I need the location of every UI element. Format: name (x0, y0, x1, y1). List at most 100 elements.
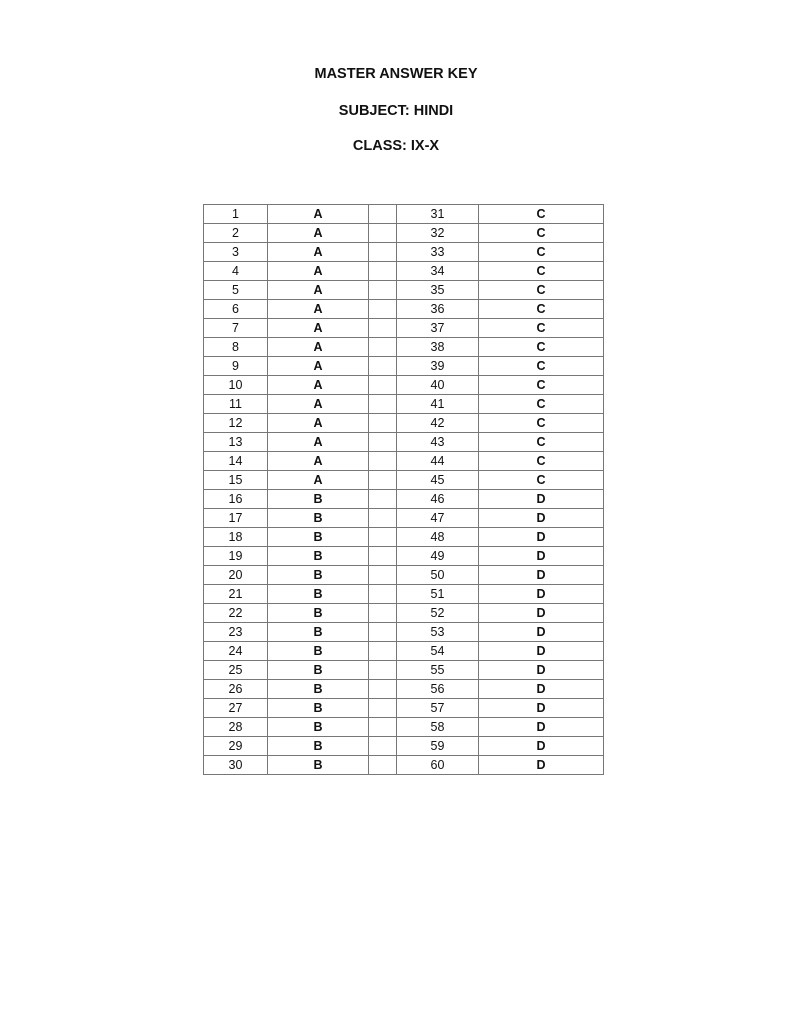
table-row: 9 A 39 C (203, 356, 604, 376)
spacer-cell (368, 698, 397, 718)
answer: C (478, 375, 604, 395)
answer: D (478, 755, 604, 775)
table-row: 6 A 36 C (203, 299, 604, 319)
question-number: 31 (396, 204, 479, 224)
spacer-cell (368, 242, 397, 262)
answer: A (267, 261, 369, 281)
answer: B (267, 603, 369, 623)
answer: B (267, 584, 369, 604)
question-number: 30 (203, 755, 268, 775)
question-number: 41 (396, 394, 479, 414)
question-number: 6 (203, 299, 268, 319)
table-row: 10 A 40 C (203, 375, 604, 395)
answer: A (267, 432, 369, 452)
spacer-cell (368, 356, 397, 376)
spacer-cell (368, 375, 397, 395)
question-number: 5 (203, 280, 268, 300)
question-number: 53 (396, 622, 479, 642)
answer: B (267, 660, 369, 680)
table-row: 12 A 42 C (203, 413, 604, 433)
spacer-cell (368, 603, 397, 623)
answer: C (478, 223, 604, 243)
question-number: 21 (203, 584, 268, 604)
question-number: 11 (203, 394, 268, 414)
answer: B (267, 622, 369, 642)
answer: B (267, 698, 369, 718)
answer: A (267, 413, 369, 433)
spacer-cell (368, 736, 397, 756)
answer: A (267, 394, 369, 414)
spacer-cell (368, 394, 397, 414)
table-row: 2 A 32 C (203, 223, 604, 243)
question-number: 29 (203, 736, 268, 756)
answer: A (267, 299, 369, 319)
spacer-cell (368, 622, 397, 642)
question-number: 18 (203, 527, 268, 547)
question-number: 23 (203, 622, 268, 642)
table-row: 1 A 31 C (203, 204, 604, 224)
spacer-cell (368, 261, 397, 281)
answer: C (478, 394, 604, 414)
table-row: 17 B 47 D (203, 508, 604, 528)
spacer-cell (368, 508, 397, 528)
question-number: 48 (396, 527, 479, 547)
question-number: 43 (396, 432, 479, 452)
answer: D (478, 527, 604, 547)
spacer-cell (368, 679, 397, 699)
spacer-cell (368, 299, 397, 319)
spacer-cell (368, 717, 397, 737)
answer: D (478, 489, 604, 509)
table-row: 29 B 59 D (203, 736, 604, 756)
question-number: 50 (396, 565, 479, 585)
question-number: 59 (396, 736, 479, 756)
question-number: 8 (203, 337, 268, 357)
question-number: 36 (396, 299, 479, 319)
question-number: 1 (203, 204, 268, 224)
table-row: 25 B 55 D (203, 660, 604, 680)
question-number: 4 (203, 261, 268, 281)
spacer-cell (368, 318, 397, 338)
question-number: 60 (396, 755, 479, 775)
table-row: 24 B 54 D (203, 641, 604, 661)
answer: D (478, 641, 604, 661)
table-row: 4 A 34 C (203, 261, 604, 281)
answer: B (267, 755, 369, 775)
question-number: 3 (203, 242, 268, 262)
spacer-cell (368, 470, 397, 490)
answer: B (267, 565, 369, 585)
table-row: 13 A 43 C (203, 432, 604, 452)
answer: A (267, 204, 369, 224)
question-number: 45 (396, 470, 479, 490)
answer: B (267, 736, 369, 756)
table-row: 21 B 51 D (203, 584, 604, 604)
question-number: 34 (396, 261, 479, 281)
answer: A (267, 242, 369, 262)
table-row: 27 B 57 D (203, 698, 604, 718)
answer: D (478, 546, 604, 566)
question-number: 15 (203, 470, 268, 490)
question-number: 38 (396, 337, 479, 357)
question-number: 52 (396, 603, 479, 623)
question-number: 35 (396, 280, 479, 300)
answer: A (267, 318, 369, 338)
question-number: 19 (203, 546, 268, 566)
question-number: 22 (203, 603, 268, 623)
spacer-cell (368, 584, 397, 604)
question-number: 13 (203, 432, 268, 452)
table-row: 7 A 37 C (203, 318, 604, 338)
answer: C (478, 451, 604, 471)
table-row: 22 B 52 D (203, 603, 604, 623)
answer: B (267, 679, 369, 699)
answer: D (478, 565, 604, 585)
question-number: 56 (396, 679, 479, 699)
spacer-cell (368, 489, 397, 509)
table-row: 8 A 38 C (203, 337, 604, 357)
question-number: 26 (203, 679, 268, 699)
table-row: 23 B 53 D (203, 622, 604, 642)
question-number: 57 (396, 698, 479, 718)
table-row: 5 A 35 C (203, 280, 604, 300)
table-row: 18 B 48 D (203, 527, 604, 547)
question-number: 37 (396, 318, 479, 338)
question-number: 39 (396, 356, 479, 376)
answer: B (267, 508, 369, 528)
